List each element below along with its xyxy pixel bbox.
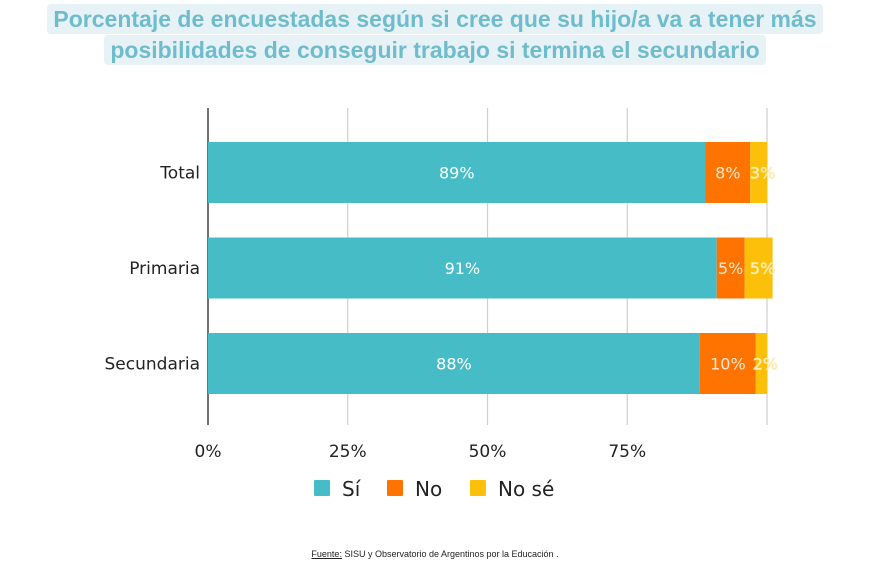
x-tick-label: 50%	[469, 442, 507, 462]
title-line-1: Porcentaje de encuestadas según si cree …	[47, 4, 823, 34]
bars: 89% 8% 3% 91% 5% 5% 88% 10% 2%	[208, 142, 778, 394]
category-label: Primaria	[129, 259, 200, 279]
data-label: 91%	[445, 259, 481, 278]
legend-label: No	[415, 477, 442, 501]
title-line-2: posibilidades de conseguir trabajo si te…	[104, 35, 766, 65]
bar-segment-no	[699, 333, 756, 394]
data-label: 3%	[750, 164, 775, 183]
x-tick-label: 25%	[329, 442, 367, 462]
bar-segment-sí	[208, 333, 700, 394]
source-text: SISU y Observatorio de Argentinos por la…	[341, 549, 559, 559]
source-note: Fuente: SISU y Observatorio de Argentino…	[0, 549, 870, 559]
data-label: 10%	[710, 355, 746, 374]
data-label: 5%	[750, 259, 775, 278]
data-label: 89%	[439, 164, 475, 183]
bar-segment-no-sé	[744, 237, 773, 299]
category-label: Secundaria	[105, 355, 200, 375]
y-axis-labels: Total Primaria Secundaria	[105, 164, 200, 375]
bar-segment-no	[716, 237, 745, 299]
data-label: 2%	[753, 355, 778, 374]
data-label: 5%	[718, 259, 743, 278]
x-tick-label: 75%	[608, 442, 646, 462]
category-label: Total	[159, 164, 200, 184]
legend-swatch	[387, 480, 403, 496]
data-label: 88%	[436, 355, 472, 374]
x-axis-labels: 0% 25% 50% 75%	[195, 442, 647, 462]
legend-label: Sí	[342, 477, 362, 501]
source-label: Fuente:	[311, 549, 342, 559]
data-label: 8%	[715, 164, 740, 183]
legend-swatch	[470, 480, 486, 496]
bar-segment-sí	[208, 237, 717, 299]
chart-title: Porcentaje de encuestadas según si cree …	[0, 4, 870, 66]
bar-segment-no-sé	[755, 333, 767, 394]
legend-swatch	[314, 480, 330, 496]
x-tick-label: 0%	[195, 442, 222, 462]
bar-segment-no-sé	[750, 142, 767, 203]
legend-label: No sé	[498, 477, 554, 501]
bar-segment-no	[705, 142, 751, 203]
legend: Sí No No sé	[314, 477, 554, 501]
bar-segment-sí	[208, 142, 706, 203]
